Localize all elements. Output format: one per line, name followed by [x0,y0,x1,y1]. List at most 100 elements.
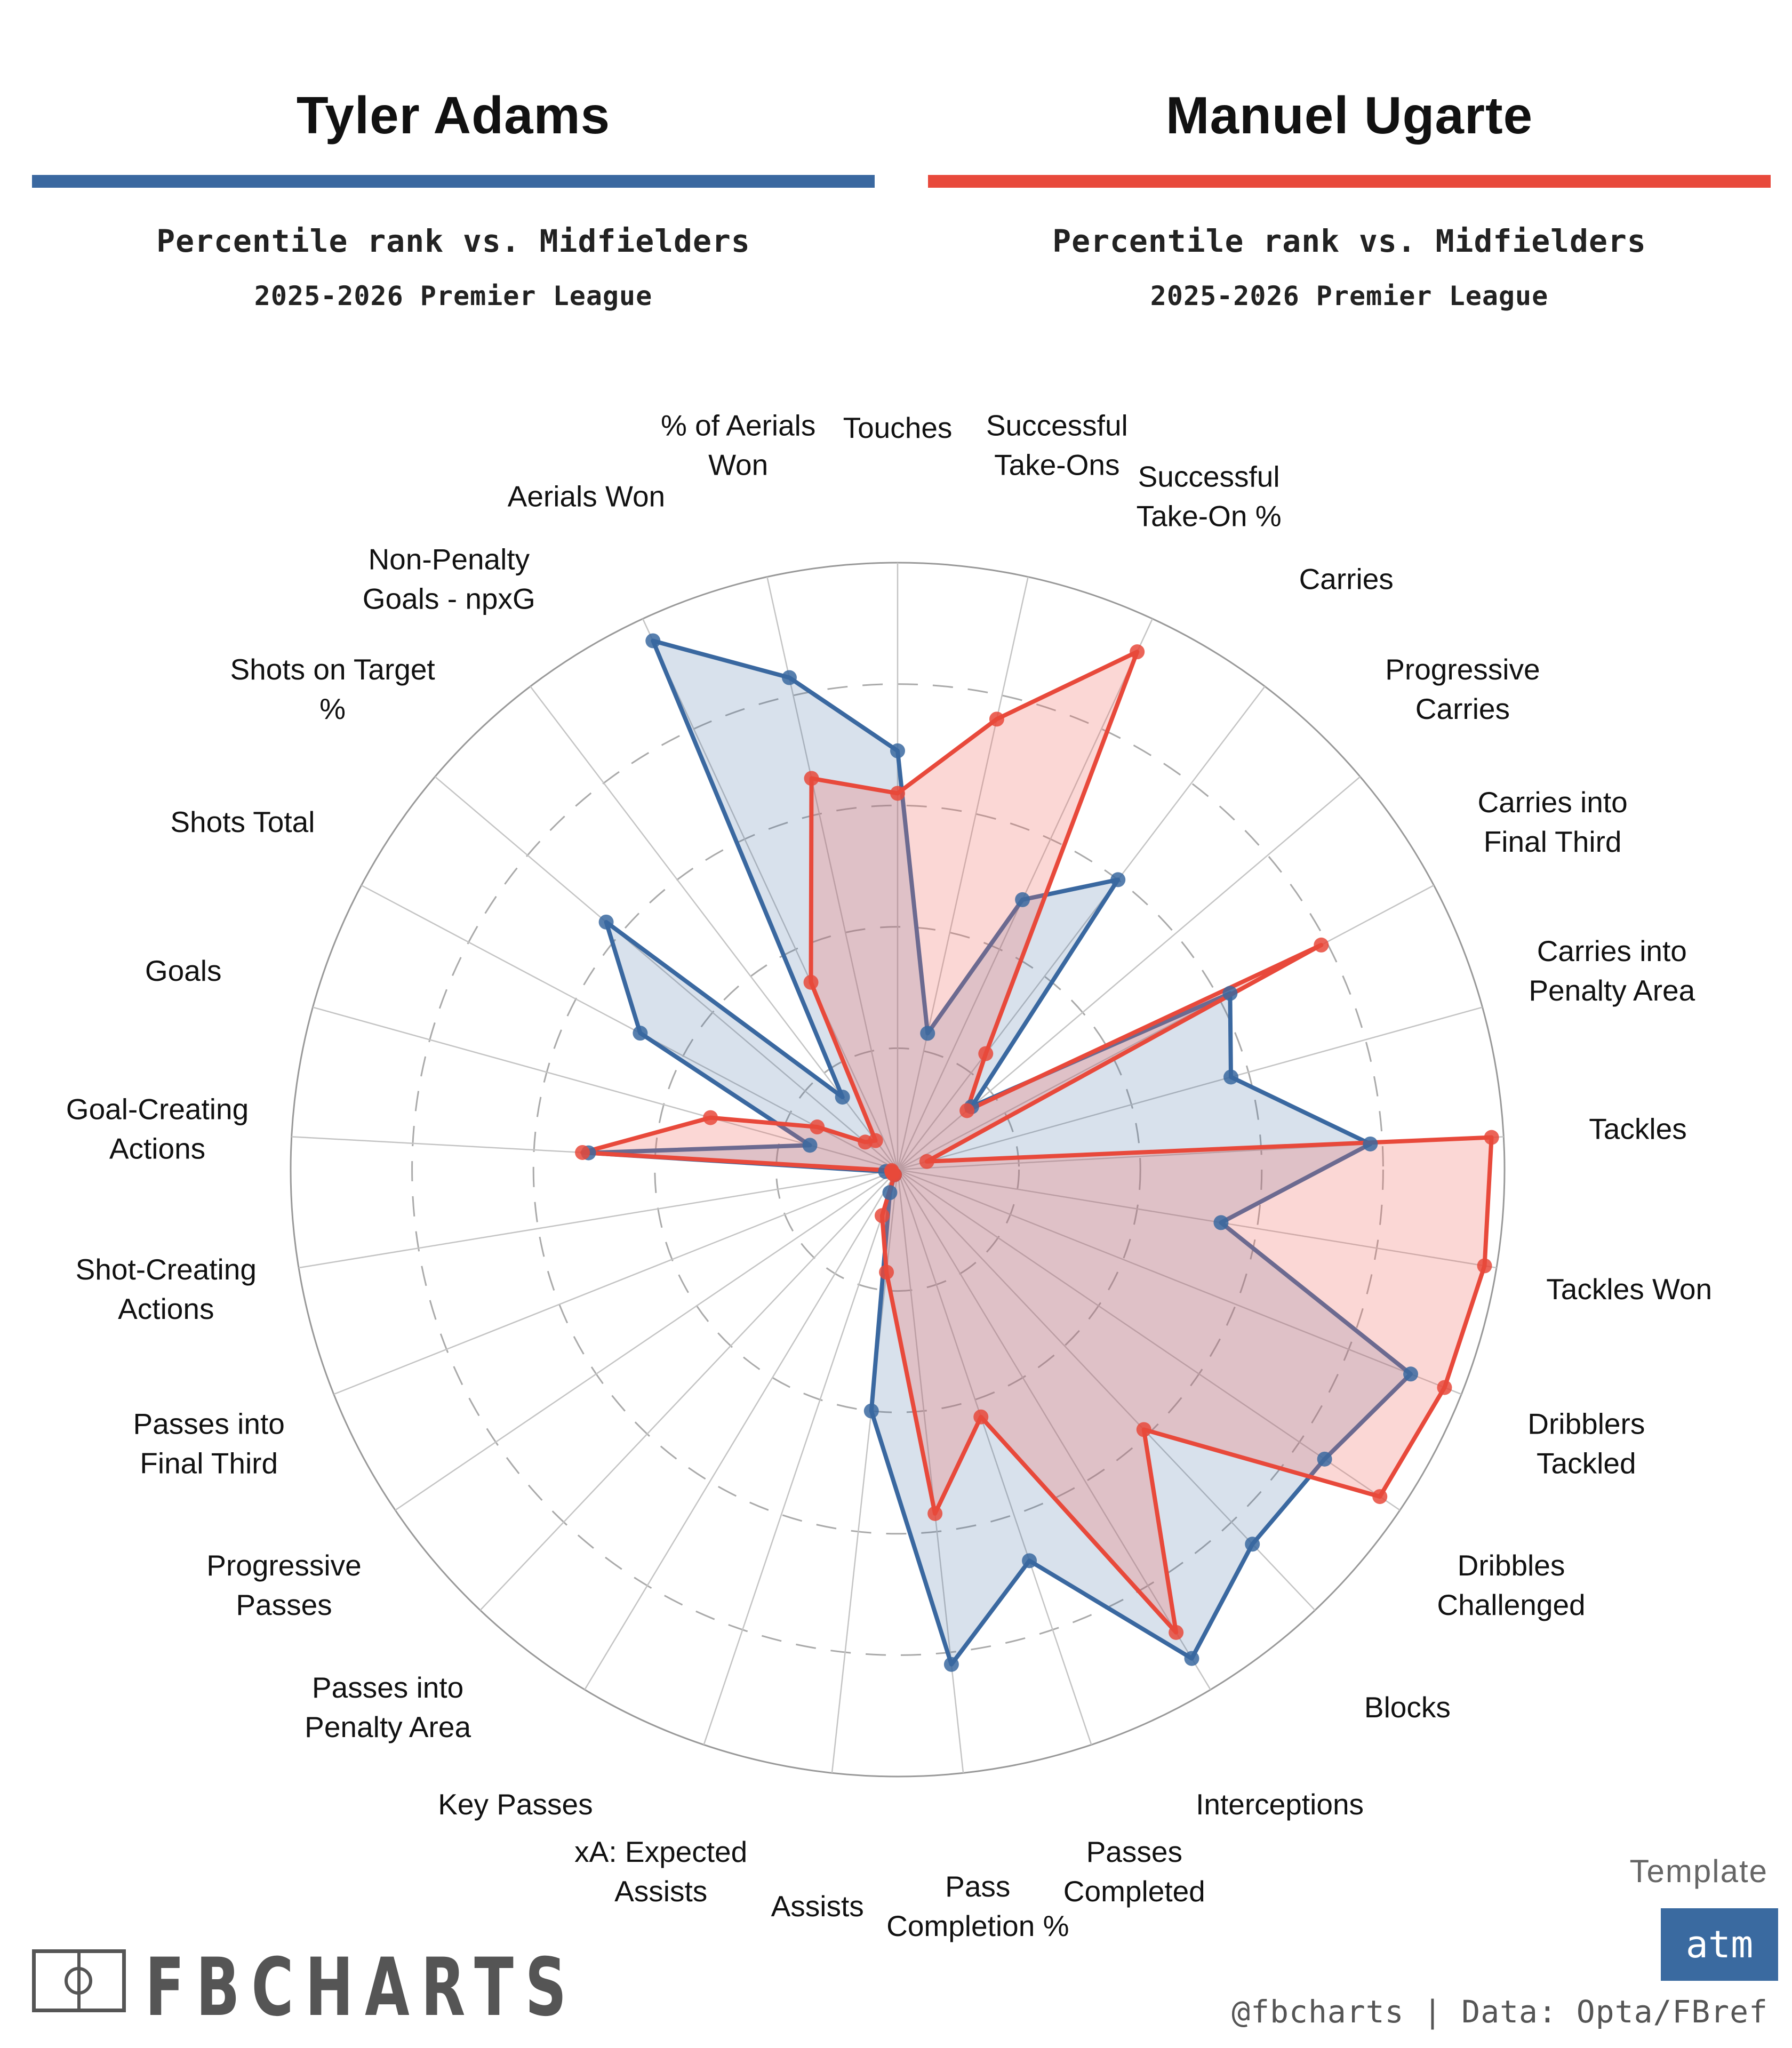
axis-label: % of Aerials Won [661,409,815,482]
data-point-tyler-adams [1015,892,1030,907]
axis-label-line: Tackles [1589,1113,1686,1146]
data-point-manuel-ugarte [868,1133,883,1148]
axis-label: Aerials Won [508,480,666,513]
spoke-line [897,1169,1497,1269]
axis-label-line: Blocks [1364,1691,1451,1724]
axis-label-line: Passes [236,1588,332,1621]
axis-label-line: Dribbles [1458,1549,1565,1582]
spoke-line [897,686,1266,1170]
axis-label-line: Actions [109,1132,205,1165]
data-point-tyler-adams [1222,986,1238,1001]
data-point-tyler-adams [1184,1651,1199,1666]
axis-label: Carries into Final Third [1477,786,1627,858]
data-credit: @fbcharts | Data: Opta/FBref [1231,1994,1768,2030]
data-point-tyler-adams [1213,1215,1229,1230]
axis-label-line: Dribblers [1527,1407,1645,1441]
data-point-tyler-adams [1363,1136,1378,1151]
axis-label-line: Carries [1415,692,1510,725]
right-player-color-bar [928,175,1771,188]
spoke-line [897,577,1029,1170]
fbcharts-logo-icon [32,1949,126,2012]
spoke-line [530,686,898,1170]
axis-label: Progressive Passes [206,1549,361,1621]
spoke-line [584,1169,899,1690]
data-point-manuel-ugarte [884,1163,899,1178]
axis-label-line: Won [708,449,768,482]
axis-label-line: Completed [1063,1875,1205,1908]
axis-label: Shot-Creating Actions [76,1253,257,1325]
axis-label: Shots on Target% [230,653,435,725]
data-point-tyler-adams [890,743,905,758]
data-point-manuel-ugarte [890,786,905,801]
axis-label-line: Shots on Target [230,653,435,686]
axis-label-line: Carries into [1477,786,1627,819]
axis-label: Passes Completed [1063,1835,1205,1908]
data-point-manuel-ugarte [575,1145,590,1160]
spoke-line [897,1169,964,1773]
axis-label-line: Carries into [1537,934,1687,967]
axis-label-line: Assists [771,1890,864,1923]
axis-label: Dribbles Challenged [1437,1549,1585,1621]
spoke-line [333,1169,898,1395]
spoke-line [642,618,899,1170]
spoke-line [897,1169,1092,1745]
axis-label: Touches [843,411,953,444]
axis-label-line: Actions [118,1292,214,1325]
data-point-tyler-adams [1245,1537,1260,1552]
axis-label: Dribblers Tackled [1527,1407,1645,1480]
axis-label-line: Shot-Creating [76,1253,257,1286]
data-point-tyler-adams [835,1090,850,1105]
data-point-tyler-adams [1403,1366,1419,1382]
axis-label-line: Key Passes [438,1788,593,1821]
spoke-line [897,1169,1462,1395]
axis-label-line: Completion % [886,1909,1069,1942]
axis-label: Key Passes [438,1788,593,1821]
right-league: 2025-2026 Premier League [1150,281,1549,311]
data-point-manuel-ugarte [1314,937,1329,953]
axis-label-line: Pass [945,1870,1010,1903]
axis-label-line: % of Aerials [661,409,815,442]
axis-label: Passes into Penalty Area [305,1671,471,1743]
data-point-manuel-ugarte [1130,644,1145,660]
data-point-tyler-adams [633,1026,648,1041]
radar-series [575,633,1499,1672]
axis-label-line: Tackled [1537,1447,1636,1480]
data-point-tyler-adams [1317,1451,1332,1467]
series-area-manuel-ugarte [580,650,1494,1635]
axis-label: Carries into Penalty Area [1529,934,1695,1007]
axis-label-line: Successful [1138,460,1280,493]
data-point-tyler-adams [943,1657,959,1672]
spoke-line [897,884,1435,1171]
axis-label-line: Touches [843,411,953,444]
data-point-tyler-adams [882,1185,898,1201]
data-point-manuel-ugarte [978,1046,994,1061]
radar-grid [290,562,1506,1778]
axis-label: Goals [145,954,222,987]
data-point-manuel-ugarte [1372,1489,1388,1505]
left-player-name: Tyler Adams [296,86,611,145]
spoke-line [313,1006,898,1171]
axis-label-line: Progressive [1385,653,1540,686]
axis-label-line: Take-Ons [994,449,1119,482]
template-badge: atm [1661,1908,1778,1981]
data-point-tyler-adams [802,1138,818,1153]
axis-label: Successful Take-Ons [986,409,1128,482]
data-point-manuel-ugarte [973,1409,989,1425]
axis-label: Successful Take-On % [1137,460,1282,533]
axis-label: Tackles [1589,1113,1686,1146]
right-subtitle: Percentile rank vs. Midfielders [1052,223,1646,259]
spoke-line [361,884,898,1171]
data-point-manuel-ugarte [804,771,819,786]
axis-label-line: Passes into [133,1407,285,1441]
spoke-line [395,1169,898,1511]
axis-label-line: Tackles Won [1546,1273,1712,1306]
axis-label: Goal-Creating Actions [66,1093,249,1165]
left-league: 2025-2026 Premier League [254,281,653,311]
axis-label-line: Aerials Won [508,480,666,513]
right-player-name: Manuel Ugarte [1165,86,1533,145]
spoke-line [298,1169,898,1269]
data-point-tyler-adams [598,914,614,930]
spoke-line [897,1006,1483,1171]
axis-label-line: Penalty Area [305,1710,471,1743]
